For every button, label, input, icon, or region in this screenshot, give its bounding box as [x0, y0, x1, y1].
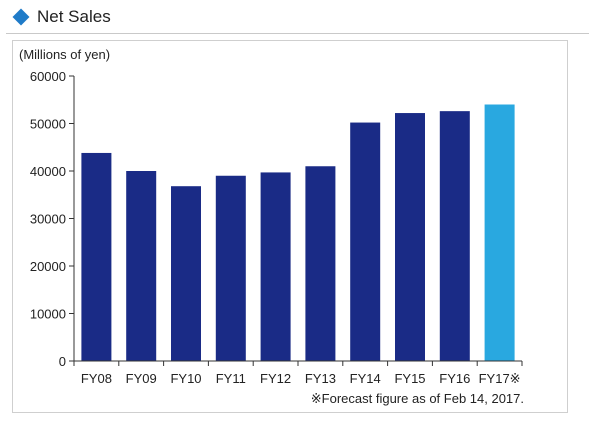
footnote: ※Forecast figure as of Feb 14, 2017. [311, 391, 524, 406]
bar [395, 113, 425, 361]
x-tick-label: FY17※ [479, 371, 521, 386]
x-tick-label: FY09 [126, 371, 157, 386]
y-axis-label: (Millions of yen) [19, 47, 110, 62]
x-tick-label: FY08 [81, 371, 112, 386]
x-tick-label: FY11 [216, 371, 246, 386]
chart-frame [12, 40, 568, 413]
bar [171, 186, 201, 361]
x-tick-label: FY13 [305, 371, 336, 386]
x-tick-label: FY12 [260, 371, 291, 386]
x-tick-label: FY15 [394, 371, 425, 386]
bar [81, 152, 112, 361]
bar [260, 172, 291, 361]
y-tick-label: 40000 [30, 164, 66, 179]
chart-title: Net Sales [37, 7, 111, 26]
y-tick-label: 50000 [30, 117, 66, 132]
header-divider [6, 33, 589, 34]
chart-header: Net Sales [12, 6, 111, 28]
x-tick-label: FY16 [439, 371, 470, 386]
bar [126, 171, 157, 361]
y-tick-label: 30000 [30, 212, 66, 227]
x-tick-label: FY14 [350, 371, 381, 386]
bar [350, 122, 381, 361]
bars [81, 104, 515, 362]
bar [439, 111, 470, 362]
y-tick-label: 20000 [30, 259, 66, 274]
bar [215, 175, 246, 361]
x-axis: FY08 FY09 FY10 FY11 FY12 FY13 FY14 FY15 FY16 FY17… [73, 360, 523, 386]
y-axis: 0 10000 20000 30000 40000 50000 60000 [30, 69, 75, 369]
y-tick-label: 0 [59, 354, 66, 369]
bar [484, 104, 515, 361]
x-tick-label: FY10 [170, 371, 201, 386]
y-tick-label: 60000 [30, 69, 66, 84]
y-tick-label: 10000 [30, 307, 66, 322]
bar [305, 166, 336, 361]
